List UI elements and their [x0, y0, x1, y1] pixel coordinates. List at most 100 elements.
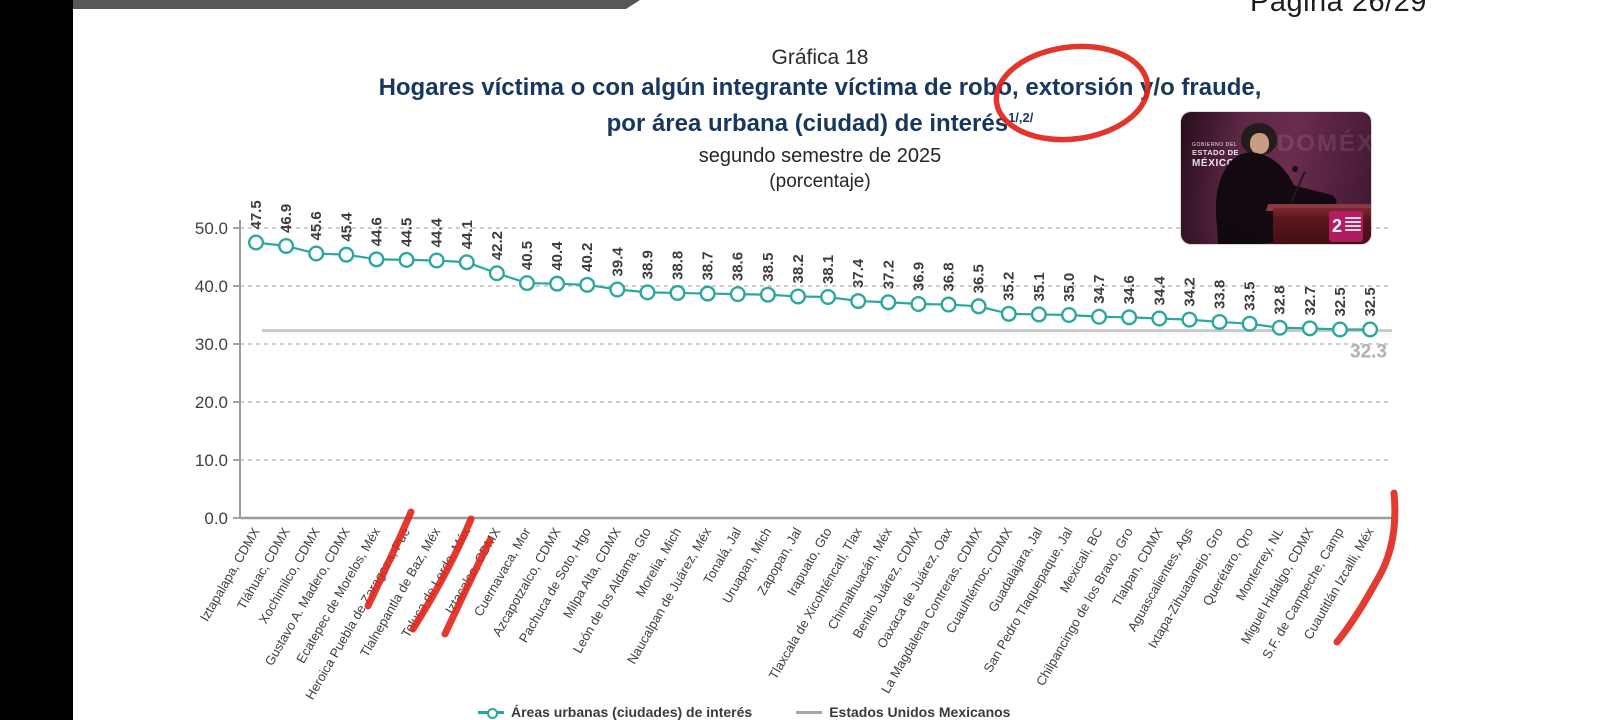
value-label: 38.6	[730, 252, 747, 281]
value-label: 40.5	[519, 241, 536, 270]
data-point	[1060, 307, 1077, 324]
chart-subtitle: segundo semestre de 2025	[698, 145, 942, 167]
value-label: 37.2	[880, 260, 897, 289]
data-point	[247, 234, 264, 251]
series-line-swatch	[478, 707, 504, 719]
value-label: 32.5	[1332, 287, 1349, 316]
photo-backdrop-line2: ESTADO DE	[1192, 148, 1239, 157]
data-point	[278, 237, 295, 254]
data-point	[789, 288, 806, 305]
value-label: 35.2	[1001, 272, 1018, 301]
photo-inset: EDOMÉX GOBIERNO DEL ESTADO DE MÉXICO 2	[1181, 112, 1371, 244]
value-label: 44.6	[368, 217, 385, 246]
data-point	[759, 286, 776, 303]
podium-sign: 2	[1329, 211, 1363, 242]
value-label: 44.4	[429, 218, 446, 248]
value-label: 34.6	[1121, 275, 1138, 304]
data-point	[609, 281, 626, 298]
y-tick-label: 50.0	[195, 219, 228, 238]
photo-backdrop-line3: MÉXICO	[1192, 158, 1239, 171]
value-label: 38.9	[639, 250, 656, 279]
data-point	[579, 276, 596, 293]
data-point	[639, 284, 656, 301]
podium-sign-textlines	[1345, 215, 1361, 233]
microphone-icon	[1292, 166, 1298, 172]
data-point	[1091, 308, 1108, 325]
value-label: 44.1	[459, 220, 476, 249]
value-label: 36.8	[941, 262, 958, 291]
data-point	[910, 295, 927, 312]
value-label: 46.9	[278, 204, 295, 233]
value-label: 40.4	[549, 241, 566, 271]
data-point	[669, 284, 686, 301]
legend-item-reference: Estados Unidos Mexicanos	[796, 704, 1010, 720]
y-tick-label: 20.0	[195, 393, 228, 412]
value-label: 45.6	[308, 211, 325, 240]
legend-item-series: Áreas urbanas (ciudades) de interés	[478, 704, 752, 720]
data-point	[729, 286, 746, 303]
value-label: 33.8	[1212, 280, 1229, 309]
data-point	[1121, 309, 1138, 326]
data-point	[820, 289, 837, 306]
value-label: 34.2	[1181, 277, 1198, 306]
data-point	[308, 245, 325, 262]
data-point	[1271, 319, 1288, 336]
y-tick-label: 40.0	[195, 277, 228, 296]
data-point	[428, 252, 445, 269]
value-label: 38.1	[820, 255, 837, 284]
data-point	[518, 275, 535, 292]
photo-backdrop-text: GOBIERNO DEL ESTADO DE MÉXICO	[1192, 142, 1239, 170]
value-label: 32.5	[1362, 287, 1379, 316]
value-label: 32.7	[1302, 286, 1319, 315]
series-legend-label: Áreas urbanas (ciudades) de interés	[511, 704, 753, 720]
value-label: 38.2	[790, 254, 807, 283]
value-label: 38.5	[760, 252, 777, 281]
reference-legend-label: Estados Unidos Mexicanos	[829, 704, 1011, 720]
photo-backdrop-line1: GOBIERNO DEL	[1192, 142, 1239, 148]
value-label: 38.7	[700, 251, 717, 280]
value-label: 33.5	[1242, 281, 1259, 310]
top-gray-bar	[73, 0, 640, 9]
value-label: 34.4	[1151, 276, 1168, 306]
data-point	[940, 296, 957, 313]
chart-unit-label: (porcentaje)	[769, 171, 871, 192]
value-label: 36.9	[910, 262, 927, 291]
value-label: 47.5	[248, 200, 265, 229]
reference-line-swatch	[796, 710, 823, 714]
value-label: 32.8	[1272, 286, 1289, 315]
data-point	[1000, 305, 1017, 322]
reference-line-label: 32.3	[1350, 342, 1387, 363]
value-label: 35.0	[1061, 273, 1078, 302]
value-label: 45.4	[338, 212, 355, 242]
value-label: 39.4	[609, 247, 626, 277]
value-label: 40.2	[579, 243, 596, 272]
data-point	[1331, 321, 1348, 338]
page-number: Página 26/29	[1250, 0, 1427, 18]
data-point	[1211, 313, 1228, 330]
data-point	[1030, 306, 1047, 323]
speaker-face	[1250, 133, 1269, 154]
y-tick-label: 10.0	[195, 451, 228, 470]
chart-legend: Áreas urbanas (ciudades) de interés Esta…	[478, 704, 1010, 720]
left-black-band	[0, 0, 73, 720]
data-point	[1301, 320, 1318, 337]
data-point	[458, 254, 475, 271]
data-point	[850, 293, 867, 310]
chart-number-label: Gráfica 18	[771, 46, 869, 69]
value-label: 37.4	[850, 258, 867, 288]
data-point	[549, 275, 566, 292]
data-point	[1241, 315, 1258, 332]
data-point	[488, 265, 505, 282]
value-label: 34.7	[1091, 275, 1108, 304]
value-label: 38.8	[670, 251, 687, 280]
photo-vignette	[1181, 112, 1371, 244]
data-point	[970, 298, 987, 315]
data-point	[1151, 310, 1168, 327]
data-point	[880, 294, 897, 311]
value-label: 42.2	[489, 231, 506, 260]
data-point	[368, 251, 385, 268]
photo-watermark: EDOMÉX	[1259, 130, 1371, 158]
data-point	[398, 251, 415, 268]
